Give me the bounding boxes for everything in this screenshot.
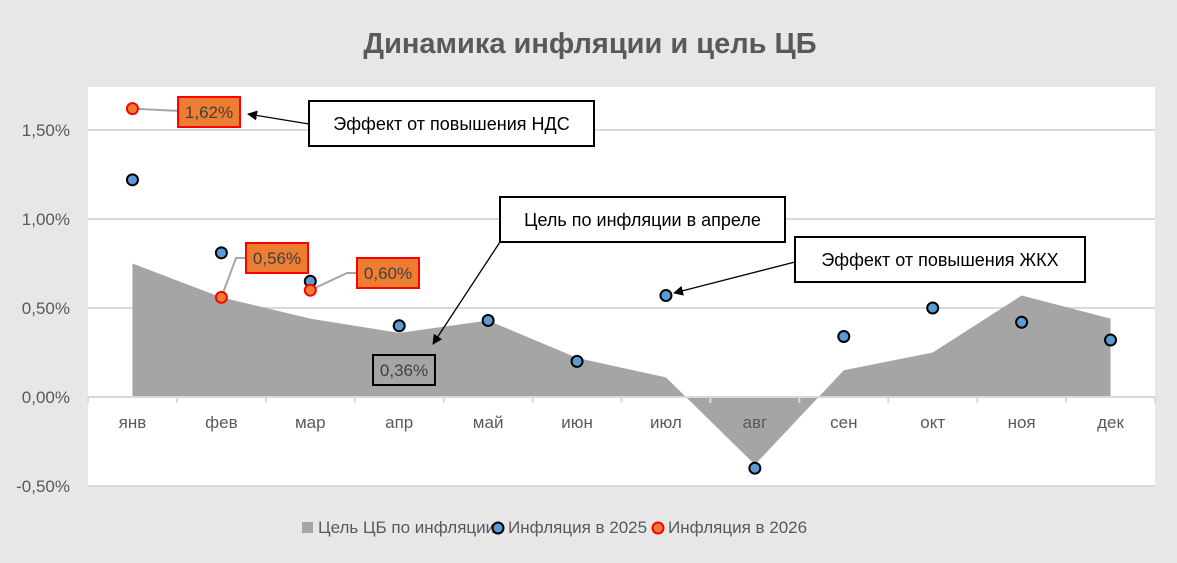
chart-title: Динамика инфляции и цель ЦБ xyxy=(363,28,816,60)
point-2025 xyxy=(837,329,851,343)
x-tick-label: май xyxy=(473,413,504,432)
data-label-box xyxy=(245,242,309,274)
legend-swatch-2026 xyxy=(651,521,665,535)
point-2025 xyxy=(926,301,940,315)
x-tick-label: июл xyxy=(650,413,682,432)
callout-arrow xyxy=(432,241,501,345)
callout-text: Цель по инфляции в апреле xyxy=(524,210,761,230)
callout-box xyxy=(794,236,1086,283)
y-tick-label: 0,00% xyxy=(22,388,70,407)
legend-label: Цель ЦБ по инфляции xyxy=(318,518,495,537)
point-2025 xyxy=(570,354,584,368)
callout-arrow xyxy=(673,261,796,296)
data-label: 0,56% xyxy=(253,249,301,268)
data-label-box xyxy=(356,257,420,289)
point-2026 xyxy=(303,283,317,297)
data-label-leader xyxy=(220,257,246,298)
legend-label: Инфляция в 2026 xyxy=(668,518,807,537)
point-2025 xyxy=(1104,333,1118,347)
x-tick-label: янв xyxy=(119,413,147,432)
legend-swatch-2025 xyxy=(491,521,505,535)
y-tick-label: 0,50% xyxy=(22,299,70,318)
y-tick-label: 1,50% xyxy=(22,121,70,140)
area-cb-target xyxy=(132,263,1111,465)
data-label-box xyxy=(372,354,436,386)
x-tick-label: мар xyxy=(295,413,326,432)
point-2025 xyxy=(748,461,762,475)
callout-text: Эффект от повышения НДС xyxy=(333,114,569,134)
point-2025 xyxy=(125,173,139,187)
callout-box xyxy=(499,196,786,243)
x-tick-label: сен xyxy=(830,413,857,432)
x-tick-label: окт xyxy=(920,413,945,432)
point-2025 xyxy=(392,319,406,333)
data-label-leader xyxy=(132,107,178,112)
x-tick-label: июн xyxy=(561,413,593,432)
plot-area xyxy=(88,87,1155,485)
point-2025 xyxy=(1015,315,1029,329)
y-tick-label: -0,50% xyxy=(16,477,70,496)
legend-label: Инфляция в 2025 xyxy=(508,518,647,537)
data-label: 0,60% xyxy=(364,264,412,283)
data-label: 1,62% xyxy=(185,103,233,122)
callout-box xyxy=(308,100,595,147)
x-tick-label: апр xyxy=(385,413,413,432)
point-2026 xyxy=(125,102,139,116)
point-2026 xyxy=(214,290,228,304)
legend-swatch-area xyxy=(302,522,313,533)
point-2025 xyxy=(214,246,228,260)
data-label-leader xyxy=(309,272,357,292)
x-tick-label: дек xyxy=(1097,413,1124,432)
callout-arrow xyxy=(247,110,310,125)
x-tick-label: ноя xyxy=(1008,413,1036,432)
y-tick-label: 1,00% xyxy=(22,210,70,229)
x-tick-label: авг xyxy=(743,413,768,432)
point-2025 xyxy=(659,289,673,303)
point-2025 xyxy=(481,313,495,327)
x-tick-label: фев xyxy=(205,413,237,432)
callout-text: Эффект от повышения ЖКХ xyxy=(821,250,1058,270)
data-label: 0,36% xyxy=(380,361,428,380)
data-label-box xyxy=(177,96,241,128)
